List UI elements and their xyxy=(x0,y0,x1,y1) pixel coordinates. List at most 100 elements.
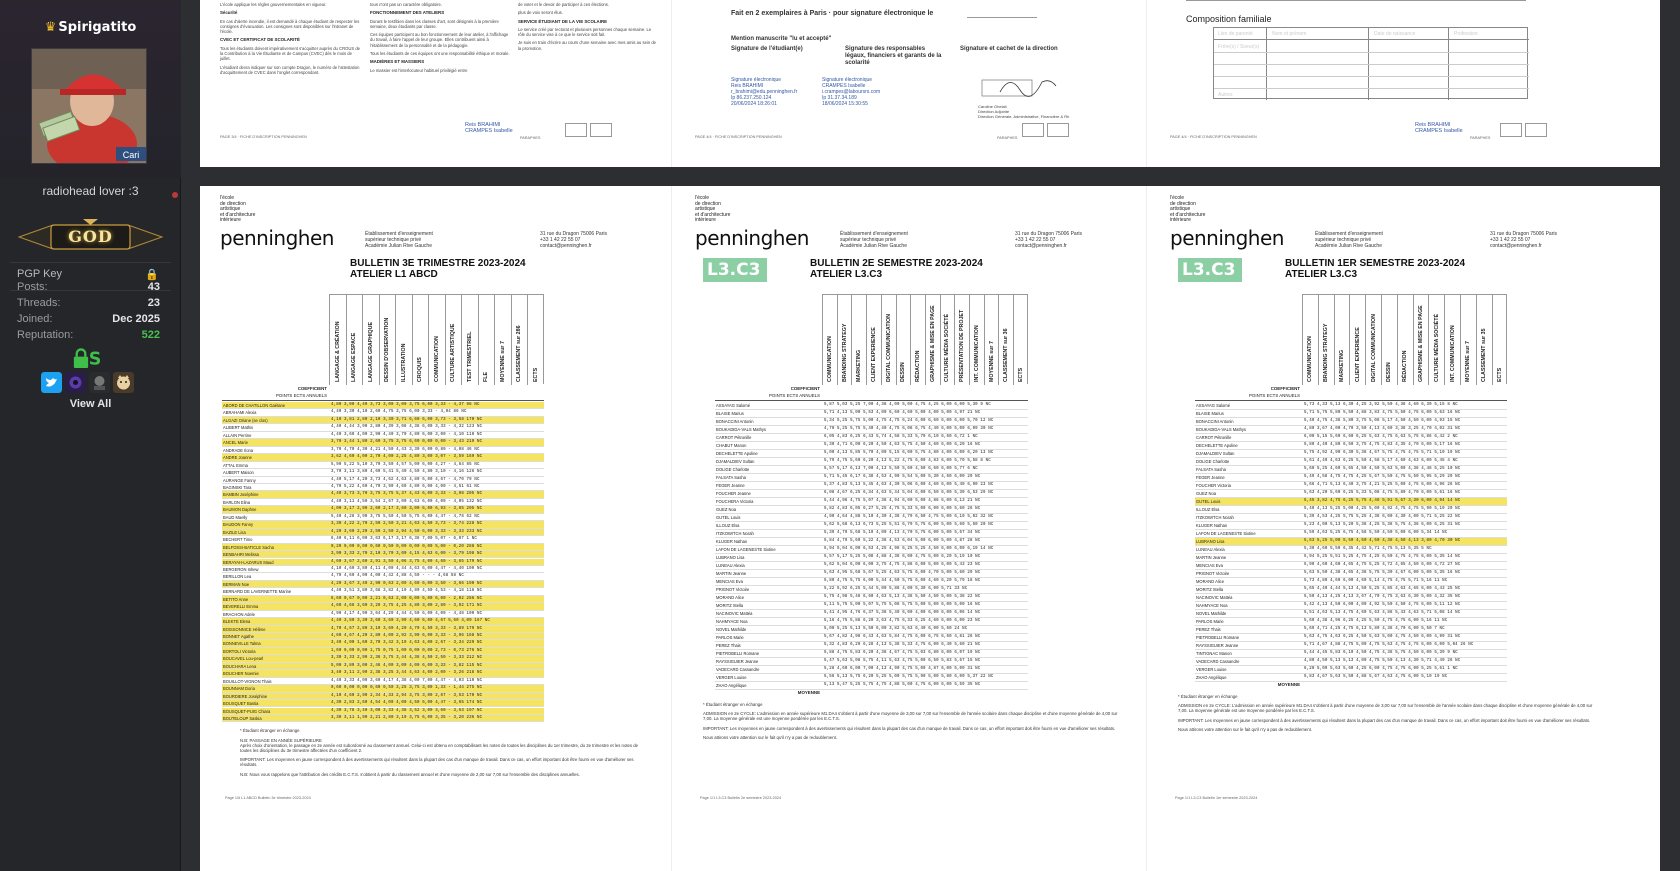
table-row[interactable]: BOUCHER Noemie 3,40 3,11 2,90 2,38 3,25 3… xyxy=(222,670,544,678)
table-row[interactable]: BONNEVILLE Talma 3,40 4,00 1,60 2,70 3,42… xyxy=(222,640,544,648)
table-row[interactable]: FOUCHER Jeanne 6,08 4,67 6,25 6,34 4,63 5… xyxy=(715,490,1028,498)
table-row[interactable]: GUEZ Noa 5,63 4,20 5,60 6,25 5,33 5,08 4,… xyxy=(1195,490,1508,498)
table-row[interactable]: BERAYAH-LAZARUS Maud 4,60 3,67 2,60 2,91 … xyxy=(222,558,544,566)
table-row[interactable]: ABRAHAMI Alexia 4,40 3,30 4,10 2,60 4,75 … xyxy=(222,409,544,417)
table-row[interactable]: BOUSQUET Bastia 4,30 2,83 2,60 4,54 4,00 … xyxy=(222,700,544,708)
table-row[interactable]: BETITO Anne 6,60 0,67 0,00 2,21 0,63 2,00… xyxy=(222,595,544,604)
table-row[interactable]: PARLOS Marie 5,60 4,38 4,96 6,25 4,25 5,5… xyxy=(1195,618,1508,626)
username[interactable]: ♛ Spirigatito xyxy=(0,20,181,35)
table-row[interactable]: ASSAYAG Salomé 5,73 4,33 5,13 6,30 4,25 3… xyxy=(1195,402,1508,410)
table-row[interactable]: MARTIN Jeanne 5,63 4,95 5,68 5,67 5,25 4,… xyxy=(715,570,1028,578)
table-row[interactable]: DJAMALDIEV Sultan 5,79 4,75 5,60 6,20 4,1… xyxy=(715,458,1028,466)
table-row[interactable]: ZHAO Angélique 5,83 4,67 5,63 5,50 4,88 5… xyxy=(1195,674,1508,682)
table-row[interactable]: RAYSSIGUIER Jeanne 5,47 5,63 5,08 5,75 4,… xyxy=(715,658,1028,666)
table-row[interactable]: CARROT Pétronille 6,05 4,83 6,25 6,43 5,7… xyxy=(715,434,1028,442)
table-row[interactable]: BORTOLI Victoria 1,60 0,00 0,00 1,75 0,75… xyxy=(222,647,544,656)
view-all-link[interactable]: View All xyxy=(69,398,112,410)
table-row[interactable]: BERILLON Lea 4,70 4,60 4,00 4,00 4,42 4,8… xyxy=(222,573,544,581)
table-row[interactable]: BOUSQUET-PUIG Chiara 4,30 3,78 3,40 3,00 … xyxy=(222,707,544,715)
table-row[interactable]: BOUCAVEL Lou-pearl 3,30 3,33 2,90 2,36 3,… xyxy=(222,655,544,663)
lock-icon[interactable]: 🔒 xyxy=(145,269,159,281)
avatar[interactable]: Cari xyxy=(31,48,147,164)
table-row[interactable]: VADECARD Cassandre 4,80 4,50 5,13 5,13 4,… xyxy=(1195,658,1508,666)
table-row[interactable]: NAHMYACE Noa 5,42 4,13 4,50 6,00 4,00 4,9… xyxy=(1195,602,1508,610)
table-row[interactable]: ATTAL Emma 5,90 5,22 5,10 3,70 3,50 4,57 … xyxy=(222,462,544,470)
table-row[interactable]: DECHELETTE Apoline 5,80 4,40 4,80 6,50 3,… xyxy=(1195,442,1508,450)
table-row[interactable]: RAYSSIGUIER Jeanne 5,71 4,67 4,88 4,75 5,… xyxy=(1195,642,1508,650)
table-row[interactable]: NAHMYACE Noa 5,16 4,75 5,88 6,20 3,63 4,7… xyxy=(715,618,1028,626)
table-row[interactable]: BAZILE Lisa 4,20 3,60 2,20 2,50 2,50 2,94… xyxy=(222,528,544,537)
table-row[interactable]: BLEKTE Elena 4,40 3,80 3,30 3,60 3,60 3,9… xyxy=(222,618,544,626)
table-row[interactable]: CARROT Pétronille 6,00 5,15 5,60 6,60 6,2… xyxy=(1195,434,1508,442)
table-row[interactable]: VADECARD Cassandre 5,28 4,60 6,00 7,00 4,… xyxy=(715,666,1028,674)
table-row[interactable]: BLAISE Marius 5,71 5,75 5,80 5,50 4,88 3,… xyxy=(1195,410,1508,418)
table-row[interactable]: ABORD DE CHATILLON Gaétane 4,80 3,00 4,40… xyxy=(222,402,544,410)
table-row[interactable]: TINTIGNAC Manon 5,44 4,45 5,83 6,10 4,50 … xyxy=(1195,650,1508,658)
table-row[interactable]: NOVEL Mathilde 5,00 5,25 5,13 5,50 6,00 3… xyxy=(715,626,1028,634)
table-row[interactable]: ITZKOWITCH Norah 5,39 4,79 5,68 5,19 4,00… xyxy=(715,530,1028,538)
table-row[interactable]: MORITZ Stella 5,11 5,75 5,00 5,07 5,75 5,… xyxy=(715,602,1028,610)
table-row[interactable]: BAGINSKI Tara 4,70 5,22 4,60 4,70 3,90 4,… xyxy=(222,484,544,492)
table-row[interactable]: LUBRANO Lisa 5,63 5,25 5,00 5,50 4,50 4,5… xyxy=(1195,538,1508,546)
table-row[interactable]: BONACCINI Antonin 5,40 4,75 4,38 5,80 3,7… xyxy=(1195,418,1508,426)
table-row[interactable]: NACINOVIC Mattéa 5,41 4,95 4,76 6,37 5,38… xyxy=(715,610,1028,618)
table-row[interactable]: BOUILLOT-VIGNON Thais 4,40 3,33 4,00 3,60… xyxy=(222,678,544,686)
table-row[interactable]: BOUTELOUP Saskia 3,30 3,11 1,90 2,21 2,80… xyxy=(222,714,544,723)
table-row[interactable]: BERMAN Noe 4,20 3,67 3,40 2,90 0,63 2,09 … xyxy=(222,580,544,589)
table-row[interactable]: BOISSONNICE Hélène 4,70 4,67 2,80 3,10 3,… xyxy=(222,625,544,633)
table-row[interactable]: ALIBERT Mathis 4,40 4,44 3,90 2,80 4,39 3… xyxy=(222,424,544,432)
table-row[interactable]: ITZKOWITCH Norah 5,39 4,53 4,25 5,75 5,25… xyxy=(1195,514,1508,522)
table-row[interactable]: BONNET Agathe 4,60 4,67 4,20 2,80 4,00 2,… xyxy=(222,633,544,641)
table-row[interactable]: BOUCHARA Lena 5,00 3,89 3,00 2,46 4,00 3,… xyxy=(222,662,544,671)
table-row[interactable]: DOLIGE Charlotte 5,57 5,17 6,13 7,00 4,13… xyxy=(715,466,1028,474)
table-row[interactable]: DOLIGE Charlotte 5,61 4,40 4,63 6,25 5,50… xyxy=(1195,458,1508,466)
table-row[interactable]: BARLON Elina 4,40 3,11 4,50 3,54 2,67 3,0… xyxy=(222,499,544,507)
table-row[interactable]: BAMBIN Joséphine 4,40 3,73 3,70 3,75 3,75… xyxy=(222,491,544,499)
table-row[interactable]: FEGER Jeanne 5,49 4,58 4,75 4,75 4,25 5,6… xyxy=(1195,474,1508,482)
table-row[interactable]: MORITZ Stella 5,65 4,40 4,44 5,13 4,50 5,… xyxy=(1195,586,1508,594)
table-row[interactable]: PRIGNOT Victoire 5,63 5,50 4,38 4,65 4,38… xyxy=(1195,570,1508,578)
table-row[interactable]: MORAND Alice 5,75 4,98 5,48 6,60 4,63 5,1… xyxy=(715,594,1028,602)
game-icon[interactable] xyxy=(65,372,86,393)
table-row[interactable]: NOVEL Mathilde 5,51 4,63 5,13 4,75 4,60 5… xyxy=(1195,610,1508,618)
table-row[interactable]: BECHERT Timo 6,40 6,11 6,00 3,63 6,17 3,1… xyxy=(222,536,544,544)
table-row[interactable]: BELFOSSI-BATICLE Sacha 0,20 0,00 0,00 0,6… xyxy=(222,543,544,552)
table-row[interactable]: MENCIAS Eva 5,80 4,75 5,75 6,00 5,44 4,50… xyxy=(715,578,1028,586)
table-row[interactable]: VERGER Louise 6,20 5,09 5,63 5,60 4,25 6,… xyxy=(1195,666,1508,674)
hacker-mask-icon[interactable] xyxy=(89,372,110,393)
table-row[interactable]: FEGER Jeanne 5,37 4,83 5,13 5,45 4,63 4,3… xyxy=(715,482,1028,490)
table-row[interactable]: FALSATA Sasha 5,71 5,45 6,17 6,38 4,53 4,… xyxy=(715,474,1028,482)
table-row[interactable]: GUTEL Louis 5,45 3,82 4,75 6,25 5,75 4,46… xyxy=(1195,498,1508,506)
table-row[interactable]: GUEZ Noa 5,82 4,83 6,05 6,27 5,25 4,75 5,… xyxy=(715,506,1028,514)
table-row[interactable]: NACINOVIC Mattéa 5,50 4,13 4,25 4,13 3,67… xyxy=(1195,594,1508,602)
table-row[interactable]: BOURDIERE Joséphine 4,10 4,60 2,90 2,34 4… xyxy=(222,692,544,701)
dollar-s-icon[interactable]: S xyxy=(85,348,105,368)
document-viewer[interactable]: L'école applique les règles gouvernement… xyxy=(181,0,1680,871)
table-row[interactable]: ASSAYAG Salomé 5,87 5,03 5,25 7,00 4,38 4… xyxy=(715,402,1028,410)
table-row[interactable]: PIETROBELLI Romane 5,63 4,75 4,63 6,25 4,… xyxy=(1195,634,1508,642)
table-row[interactable]: BOUNNAM Doria 0,60 0,00 0,00 0,60 0,50 3,… xyxy=(222,685,544,693)
cat-sticker-icon[interactable] xyxy=(113,372,134,393)
table-row[interactable]: GUTEL Louis 4,90 4,64 4,88 5,10 4,30 4,38… xyxy=(715,514,1028,522)
table-row[interactable]: LUNEAU Alexia 5,30 4,60 5,50 6,35 4,42 5,… xyxy=(1195,546,1508,554)
table-row[interactable]: BENBAHRI Melissa 3,90 3,33 2,70 2,10 3,70… xyxy=(222,551,544,559)
table-row[interactable]: VERGER Louise 5,56 5,13 5,75 6,20 5,25 5,… xyxy=(715,674,1028,682)
table-row[interactable]: BOUKADIDA-VALS Mathys 4,70 5,25 5,75 5,40… xyxy=(715,426,1028,434)
green-lock-icon[interactable] xyxy=(71,348,91,368)
table-row[interactable]: ILLOUZ Elsa 5,62 5,68 6,13 6,73 5,25 5,51… xyxy=(715,522,1028,530)
table-row[interactable]: MORAND Alice 5,73 4,80 4,60 6,00 4,60 5,1… xyxy=(1195,578,1508,586)
table-row[interactable]: PEREZ Thais 5,32 4,83 6,29 6,28 4,13 5,38… xyxy=(715,642,1028,650)
table-row[interactable]: FOUCHERA Victoria 5,44 4,96 4,75 5,07 4,3… xyxy=(715,498,1028,506)
table-row[interactable]: BERNARD DE LAVERNETTE Marine 4,40 3,51 3,… xyxy=(222,588,544,596)
table-row[interactable]: AUBERT Maison 3,70 3,11 3,80 4,60 5,41 5,… xyxy=(222,469,544,477)
table-row[interactable]: BERGERON Inhew 4,10 4,60 3,80 4,11 4,00 4… xyxy=(222,566,544,574)
table-row[interactable]: BRACHON Adele 4,90 4,17 4,90 3,64 4,29 4,… xyxy=(222,611,544,619)
table-row[interactable]: LAFON DE LAGENESTE Sixtine 5,94 5,04 6,00… xyxy=(715,546,1028,554)
table-row[interactable]: ALLAIN Perrine 4,40 3,60 4,00 2,90 4,40 3… xyxy=(222,432,544,440)
table-row[interactable]: DJAMALDIEV Sultan 5,75 4,92 4,90 6,30 5,3… xyxy=(1195,450,1508,458)
pgp-key-row[interactable]: PGP Key 🔒 xyxy=(17,268,159,284)
table-row[interactable]: AURANGE Fanny 4,40 5,17 4,20 3,73 4,62 4,… xyxy=(222,477,544,484)
table-row[interactable]: CHABUT Manon 5,30 4,71 6,00 6,20 4,50 4,6… xyxy=(715,442,1028,450)
table-row[interactable]: PARLOS Marie 5,67 4,82 4,98 6,43 4,63 5,8… xyxy=(715,634,1028,642)
table-row[interactable]: BONACCINI Antonin 5,34 5,25 5,75 5,00 4,7… xyxy=(715,418,1028,426)
